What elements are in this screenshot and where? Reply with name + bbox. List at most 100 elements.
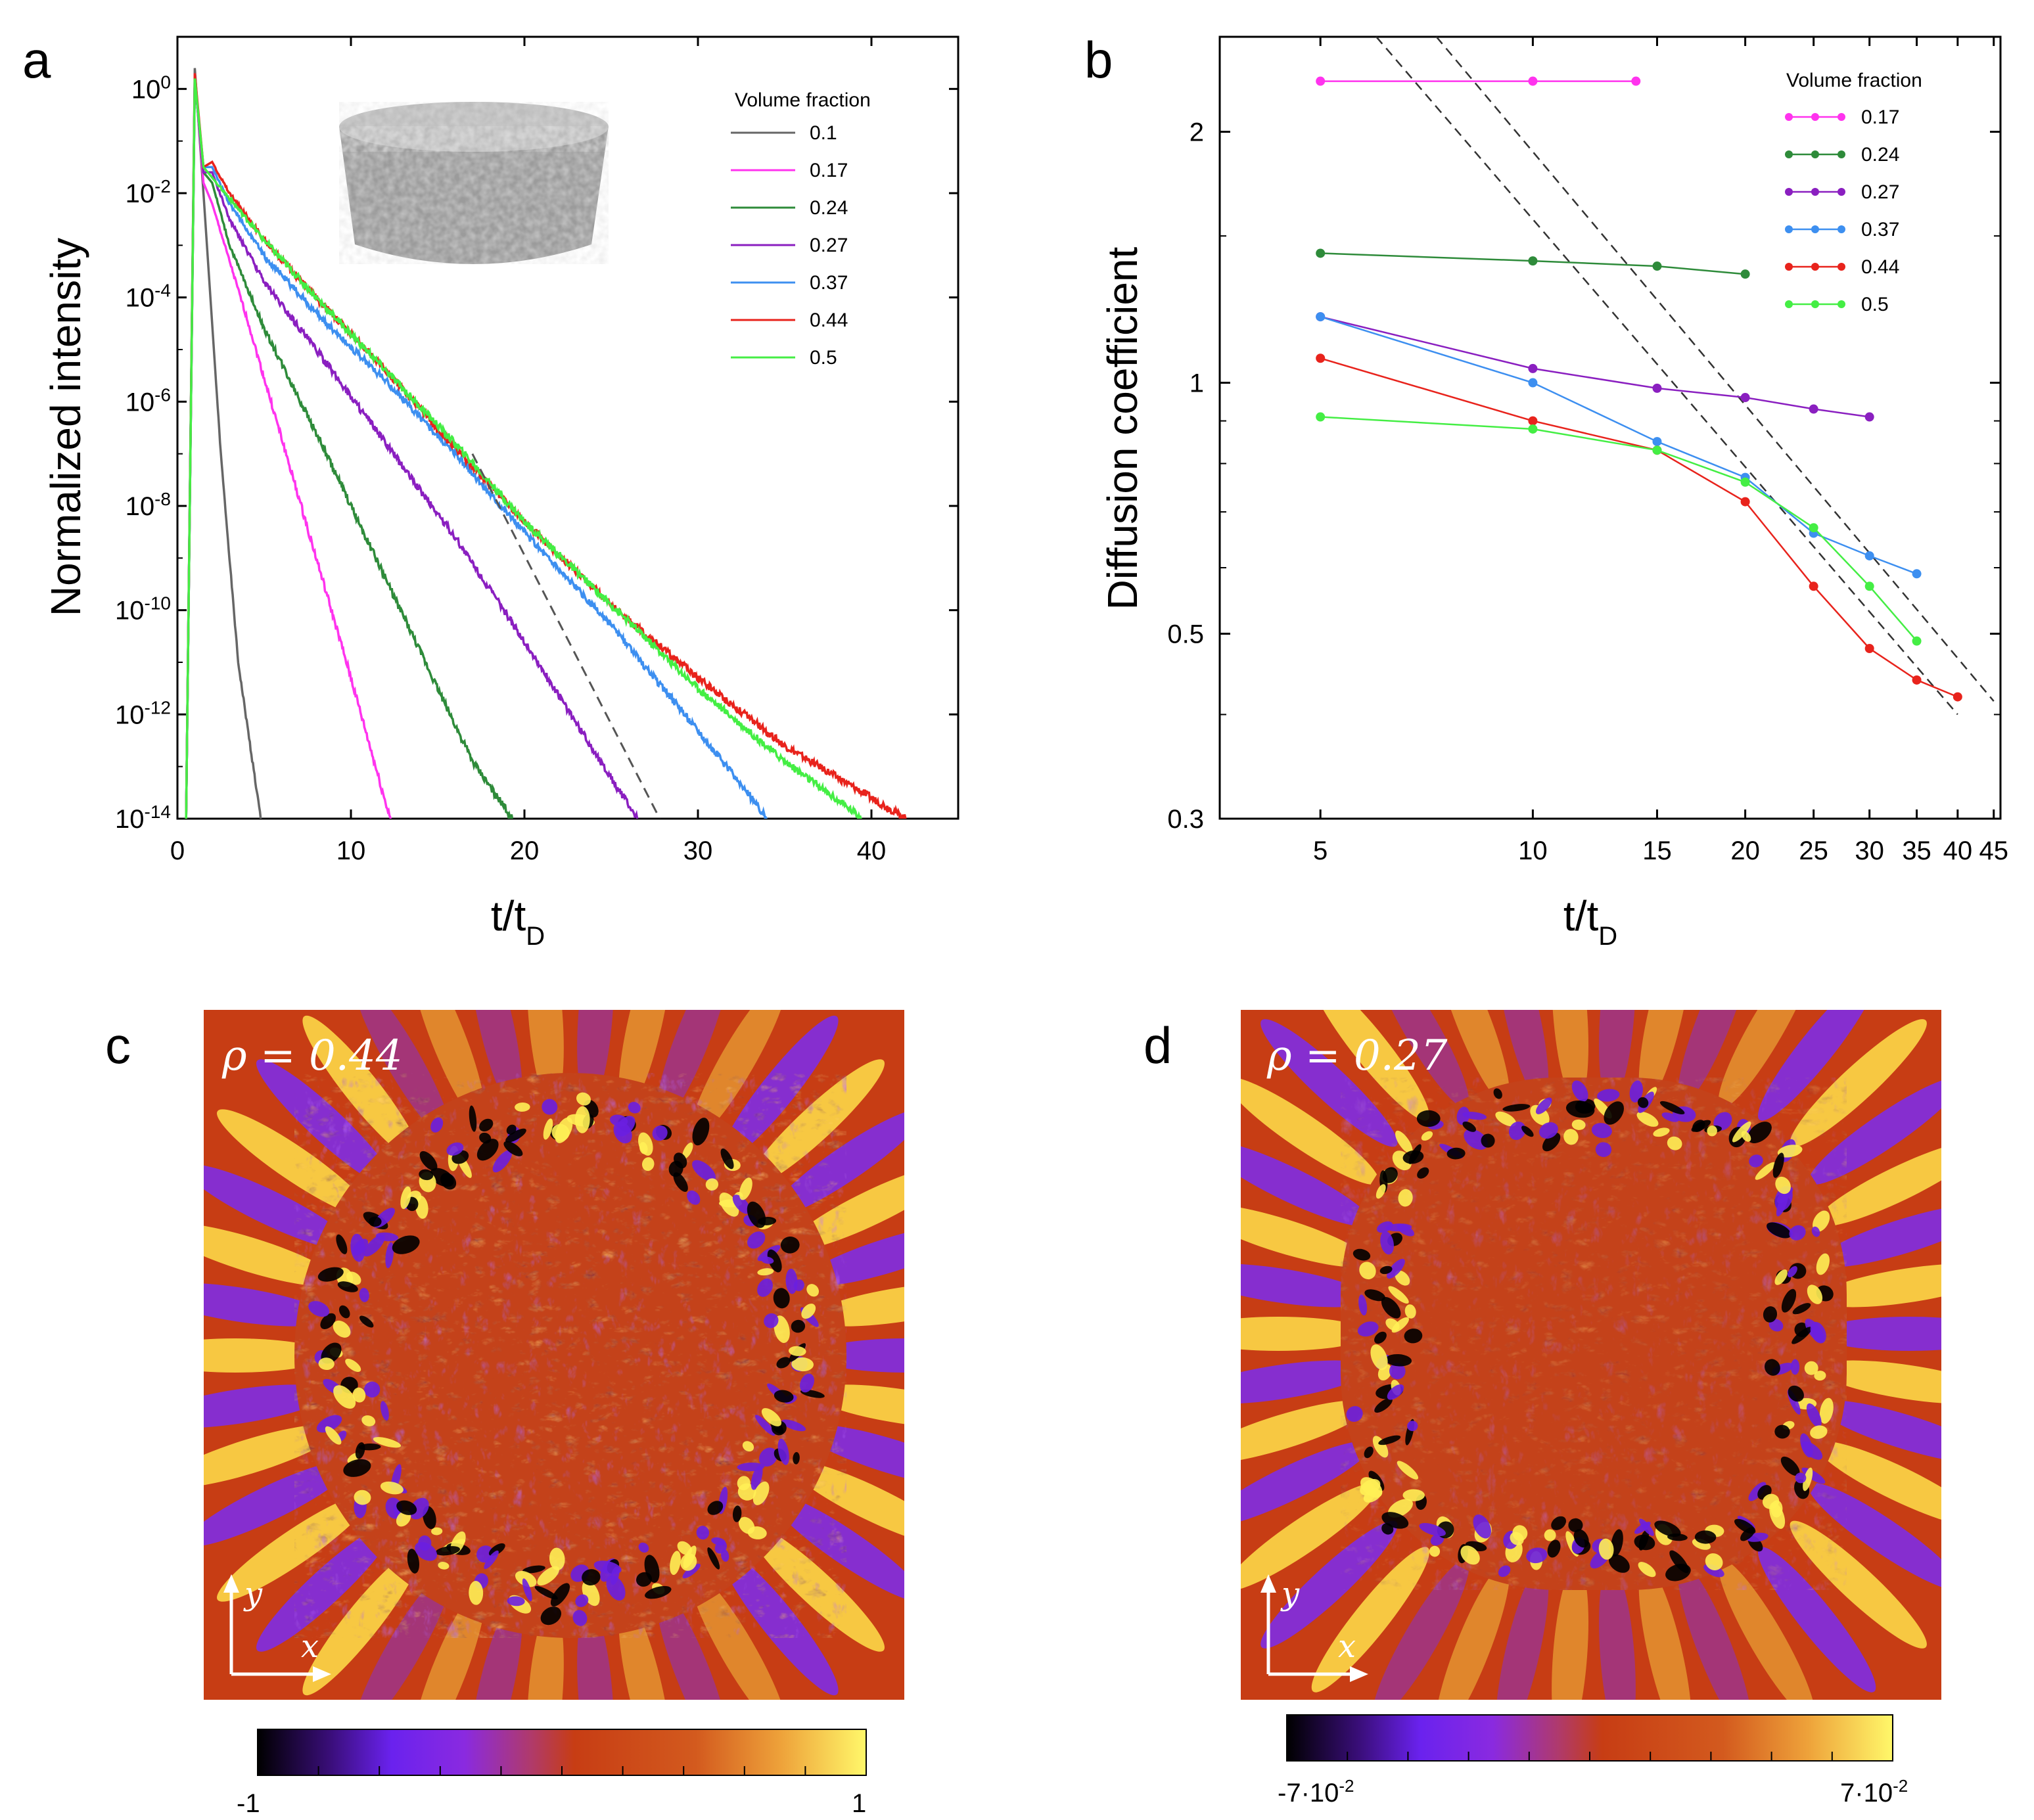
series-line-b-0_27 bbox=[1320, 315, 1870, 418]
x-tick-labels-a: 0 10 20 30 40 bbox=[170, 836, 886, 865]
data-point-b-0_44 bbox=[1316, 353, 1326, 363]
legend-label-b: 0.17 bbox=[1861, 106, 1899, 128]
y-tick-label-a: 10-8 bbox=[126, 489, 171, 522]
legend-label-a: 0.24 bbox=[810, 197, 848, 219]
y-tick-label-a: 10-14 bbox=[115, 802, 171, 834]
reference-dashed-line-a bbox=[471, 453, 661, 819]
legend-marker-b bbox=[1838, 225, 1845, 233]
y-tick-label-b: 2 bbox=[1190, 118, 1204, 147]
data-point-b-0_24 bbox=[1740, 269, 1750, 279]
data-point-b-0_17 bbox=[1528, 76, 1538, 86]
reference-dashed-line-b bbox=[1375, 37, 1958, 716]
legend-label-b: 0.44 bbox=[1861, 256, 1899, 278]
data-point-b-0_27 bbox=[1809, 404, 1818, 414]
panel-label-d: d bbox=[1144, 1016, 1172, 1074]
legend-label-a: 0.44 bbox=[810, 309, 848, 331]
legend-label-a: 0.37 bbox=[810, 272, 848, 294]
data-point-b-0_37 bbox=[1864, 551, 1874, 560]
y-tick-labels-b: 0.3 0.5 1 2 bbox=[1167, 118, 1204, 834]
legend-label-a: 0.27 bbox=[810, 235, 848, 256]
data-point-b-0_27 bbox=[1652, 383, 1662, 393]
legend-marker-b bbox=[1811, 113, 1819, 121]
x-tick-label-b: 15 bbox=[1642, 836, 1672, 865]
x-tick-label-b: 30 bbox=[1855, 836, 1884, 865]
x-tick-label-b: 25 bbox=[1799, 836, 1828, 865]
x-tick-label-b: 20 bbox=[1730, 836, 1760, 865]
data-point-b-0_5 bbox=[1528, 424, 1538, 434]
reference-dashed-line-b bbox=[1435, 37, 1995, 702]
data-point-b-0_27 bbox=[1528, 363, 1538, 373]
panel-label-a: a bbox=[22, 31, 51, 89]
data-point-b-0_37 bbox=[1316, 312, 1326, 322]
data-point-b-0_24 bbox=[1652, 262, 1662, 271]
xy-axes-indicator-c: y x bbox=[223, 1574, 331, 1682]
plot-frame-a bbox=[176, 35, 959, 820]
series-line-b-0_5 bbox=[1320, 416, 1918, 642]
x-axis-mini-label-d: x bbox=[1338, 1628, 1356, 1665]
legend-label-a: 0.17 bbox=[810, 160, 848, 181]
y-tick-label-a: 10-2 bbox=[126, 176, 171, 209]
data-point-b-0_44 bbox=[1864, 644, 1874, 654]
data-point-b-0_5 bbox=[1864, 581, 1874, 591]
legend-marker-b bbox=[1785, 225, 1793, 233]
data-point-b-0_17 bbox=[1316, 76, 1326, 86]
panel-c-field-map: c ρ = 0.44 y x -1 1 bbox=[105, 1010, 904, 1818]
x-tick-label-b: 35 bbox=[1902, 836, 1931, 865]
x-tick-label-b: 10 bbox=[1518, 836, 1548, 865]
legend-marker-b bbox=[1838, 188, 1845, 196]
x-axis-label-b: t/tD bbox=[1563, 892, 1617, 951]
legend-label-b: 0.27 bbox=[1861, 181, 1899, 203]
panel-d-field-map: d ρ = 0.27 y x -7·10-2 7·10-2 bbox=[1144, 1010, 1941, 1808]
series-line-b-0_44 bbox=[1320, 357, 1958, 698]
legend-title-b: Volume fraction bbox=[1786, 70, 1922, 91]
data-point-b-0_5 bbox=[1652, 445, 1662, 455]
legend-marker-b bbox=[1785, 113, 1793, 121]
legend-b: Volume fraction 0.17 0.24 0.27 0.37 0.44 0.5 bbox=[1785, 70, 1922, 315]
data-point-b-0_24 bbox=[1316, 248, 1326, 258]
legend-label-a: 0.1 bbox=[810, 122, 837, 144]
legend-label-b: 0.37 bbox=[1861, 219, 1899, 240]
legend-marker-b bbox=[1811, 150, 1819, 158]
y-tick-label-b: 0.5 bbox=[1167, 620, 1204, 649]
legend-marker-b bbox=[1785, 300, 1793, 308]
series-lines-a bbox=[185, 68, 908, 819]
colorbar-ticks-c bbox=[317, 1766, 806, 1775]
x-tick-label-b: 40 bbox=[1943, 836, 1973, 865]
legend-label-a: 0.5 bbox=[810, 347, 837, 369]
rho-annotation-d: ρ = 0.27 bbox=[1266, 1032, 1448, 1080]
y-tick-label-b: 0.3 bbox=[1167, 805, 1204, 834]
y-tick-label-b: 1 bbox=[1190, 369, 1204, 398]
data-point-b-0_44 bbox=[1740, 497, 1750, 507]
y-axis-label-b: Diffusion coefficient bbox=[1099, 246, 1146, 610]
series-line-0_17 bbox=[185, 73, 392, 819]
legend-marker-b bbox=[1811, 300, 1819, 308]
colorbar-min-label-d: -7·10-2 bbox=[1278, 1776, 1354, 1808]
data-point-b-0_5 bbox=[1912, 636, 1922, 646]
y-axis-mini-label-c: y bbox=[243, 1576, 263, 1612]
colorbar-max-label-d: 7·10-2 bbox=[1840, 1776, 1908, 1808]
series-line-0_5 bbox=[185, 78, 863, 819]
legend-marker-b bbox=[1811, 225, 1819, 233]
data-point-b-0_5 bbox=[1809, 523, 1818, 533]
x-tick-label-a: 40 bbox=[857, 836, 887, 865]
x-tick-label-b: 45 bbox=[1979, 836, 2009, 865]
x-tick-labels-b: 5 10 15 20 25 30 35 40 45 bbox=[1313, 836, 2008, 865]
y-axis-label-a: Normalized intensity bbox=[42, 238, 89, 616]
y-tick-label-a: 10-10 bbox=[115, 593, 171, 626]
legend-marker-b bbox=[1838, 300, 1845, 308]
data-point-b-0_37 bbox=[1652, 437, 1662, 447]
y-axis-mini-label-d: y bbox=[1280, 1576, 1300, 1612]
y-tick-label-a: 100 bbox=[131, 72, 171, 104]
field-heatmap-d bbox=[1241, 1010, 1941, 1700]
colorbar-ticks-d bbox=[1347, 1752, 1833, 1761]
legend-a: Volume fraction 0.1 0.17 0.24 0.27 0.37 0.44 0… bbox=[731, 89, 871, 369]
legend-marker-b bbox=[1785, 188, 1793, 196]
legend-marker-b bbox=[1811, 263, 1819, 271]
xy-axes-indicator-d: y x bbox=[1260, 1574, 1368, 1682]
data-point-b-0_37 bbox=[1912, 569, 1922, 579]
series-line-b-0_24 bbox=[1320, 252, 1745, 275]
y-tick-labels-a: 100 10-2 10-4 10-6 10-8 10-10 10-12 10-14 bbox=[115, 72, 171, 834]
series-lines-b bbox=[1316, 76, 1962, 702]
sample-inset bbox=[339, 102, 609, 264]
axis-ticks-a bbox=[176, 36, 958, 820]
